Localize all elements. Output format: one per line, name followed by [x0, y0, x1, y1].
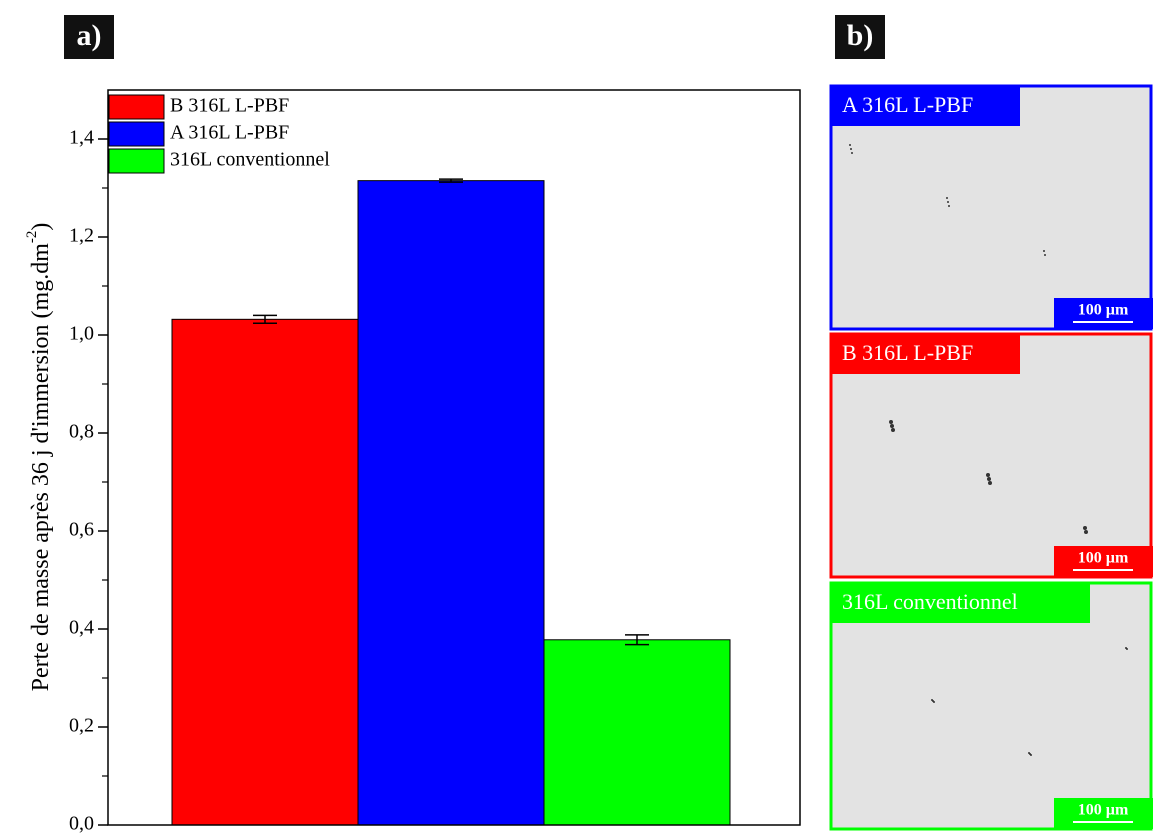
inclusion [988, 481, 992, 485]
micrograph-label-box [830, 86, 1020, 126]
micrograph-label: 316L conventionnel [842, 589, 1018, 614]
y-axis-label: Perte de masse après 36 j d'immersion (m… [24, 223, 53, 692]
inclusion [1083, 526, 1087, 530]
inclusion [1126, 648, 1128, 650]
legend-swatch [108, 148, 165, 174]
bar [543, 639, 731, 826]
inclusion [849, 144, 851, 146]
scale-label: 100 µm [1078, 550, 1129, 567]
inclusion [1043, 250, 1045, 252]
y-tick-label: 1,0 [69, 323, 94, 345]
inclusion [1044, 254, 1046, 256]
inclusion [850, 148, 852, 150]
y-tick-label: 1,2 [69, 225, 94, 247]
panel-label-box [835, 15, 885, 59]
scale-box [1054, 298, 1153, 329]
y-axis-label-text: Perte de masse après 36 j d'immersion (m… [28, 243, 54, 692]
inclusion [891, 428, 895, 432]
legend-swatch [108, 121, 165, 147]
micrograph [829, 84, 1153, 331]
inclusion [947, 201, 949, 203]
y-tick-label: 1,4 [69, 127, 94, 149]
scale-box [1054, 546, 1153, 577]
micrograph-label: A 316L L-PBF [842, 92, 973, 117]
legend-swatch [108, 94, 165, 120]
panel-label-box [64, 15, 114, 59]
legend-label: 316L conventionnel [170, 149, 330, 171]
inclusion [890, 424, 894, 428]
inclusion [851, 152, 853, 154]
scale-label: 100 µm [1078, 302, 1129, 319]
inclusion [948, 205, 950, 207]
bar [171, 318, 359, 826]
micrograph-label: B 316L L-PBF [842, 340, 973, 365]
inclusion [933, 701, 935, 703]
y-axis-label-sup: -2 [24, 231, 40, 244]
plot-frame [107, 89, 801, 826]
micrograph [829, 581, 1153, 831]
inclusion [987, 477, 991, 481]
y-tick-label: 0,6 [69, 519, 94, 541]
y-tick-label: 0,8 [69, 421, 94, 443]
bar [357, 180, 545, 826]
inclusion [889, 420, 893, 424]
panel-label: b) [847, 19, 874, 52]
inclusion [986, 473, 990, 477]
inclusion [946, 197, 948, 199]
inclusion [1030, 754, 1032, 756]
y-tick-label: 0,0 [69, 813, 94, 835]
micrograph-label-box [830, 334, 1020, 374]
y-tick-label: 0,4 [69, 617, 94, 639]
inclusion [1084, 530, 1088, 534]
y-axis-label-end: ) [28, 223, 54, 231]
micrograph-label-box [830, 583, 1090, 623]
micrograph [829, 332, 1153, 579]
scale-box [1054, 798, 1153, 829]
scale-label: 100 µm [1078, 802, 1129, 819]
legend-label: A 316L L-PBF [170, 122, 289, 144]
y-tick-label: 0,2 [69, 715, 94, 737]
legend-label: B 316L L-PBF [170, 95, 289, 117]
panel-label: a) [77, 19, 102, 52]
